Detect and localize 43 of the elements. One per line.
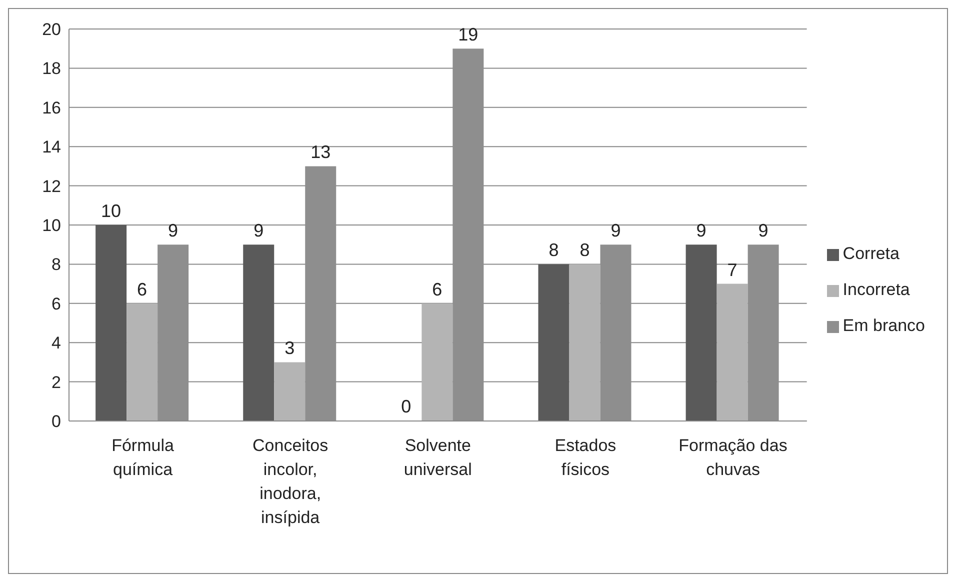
legend-label: Correta <box>842 244 900 263</box>
data-label: 6 <box>137 279 148 300</box>
data-label: 9 <box>610 220 621 241</box>
y-tick-label: 16 <box>42 98 61 118</box>
bar <box>96 225 127 421</box>
data-label: 9 <box>758 220 768 241</box>
legend-label: Incorreta <box>842 280 910 299</box>
data-label: 0 <box>401 396 412 416</box>
bar <box>422 303 453 421</box>
y-tick-label: 18 <box>42 59 61 78</box>
y-tick-label: 6 <box>52 294 61 314</box>
y-tick-label: 10 <box>42 216 61 236</box>
x-tick-label: Fórmula química <box>112 436 174 480</box>
data-label: 10 <box>101 201 122 221</box>
data-label: 9 <box>254 220 264 241</box>
bar <box>274 362 306 421</box>
data-label: 7 <box>727 260 738 280</box>
data-label: 9 <box>168 220 178 241</box>
data-label: 6 <box>432 279 442 300</box>
y-tick-label: 14 <box>42 138 61 157</box>
data-label: 8 <box>580 240 590 260</box>
data-label: 8 <box>548 240 559 260</box>
data-label: 9 <box>696 220 706 241</box>
bar <box>538 264 570 421</box>
bar <box>569 264 600 421</box>
bar <box>686 244 717 421</box>
x-tick-label: Conceitos incolor, inodora, insípida <box>252 436 328 528</box>
y-tick-label: 20 <box>42 20 61 40</box>
legend-label: Em branco <box>842 316 925 335</box>
x-tick-label: Solvente universal <box>404 436 472 480</box>
data-label: 3 <box>284 338 295 358</box>
y-tick-label: 8 <box>52 255 61 274</box>
x-tick-label: Formação das chuvas <box>678 436 788 480</box>
bar <box>126 303 158 421</box>
y-tick-label: 2 <box>52 372 61 392</box>
y-tick-label: 0 <box>52 412 61 432</box>
x-tick-label: Estados físicos <box>554 436 616 480</box>
y-tick-label: 4 <box>52 334 61 353</box>
bar <box>716 284 748 421</box>
bar <box>243 244 274 421</box>
data-label: 19 <box>458 24 478 45</box>
data-label: 13 <box>310 142 331 162</box>
y-tick-label: 12 <box>42 176 61 196</box>
